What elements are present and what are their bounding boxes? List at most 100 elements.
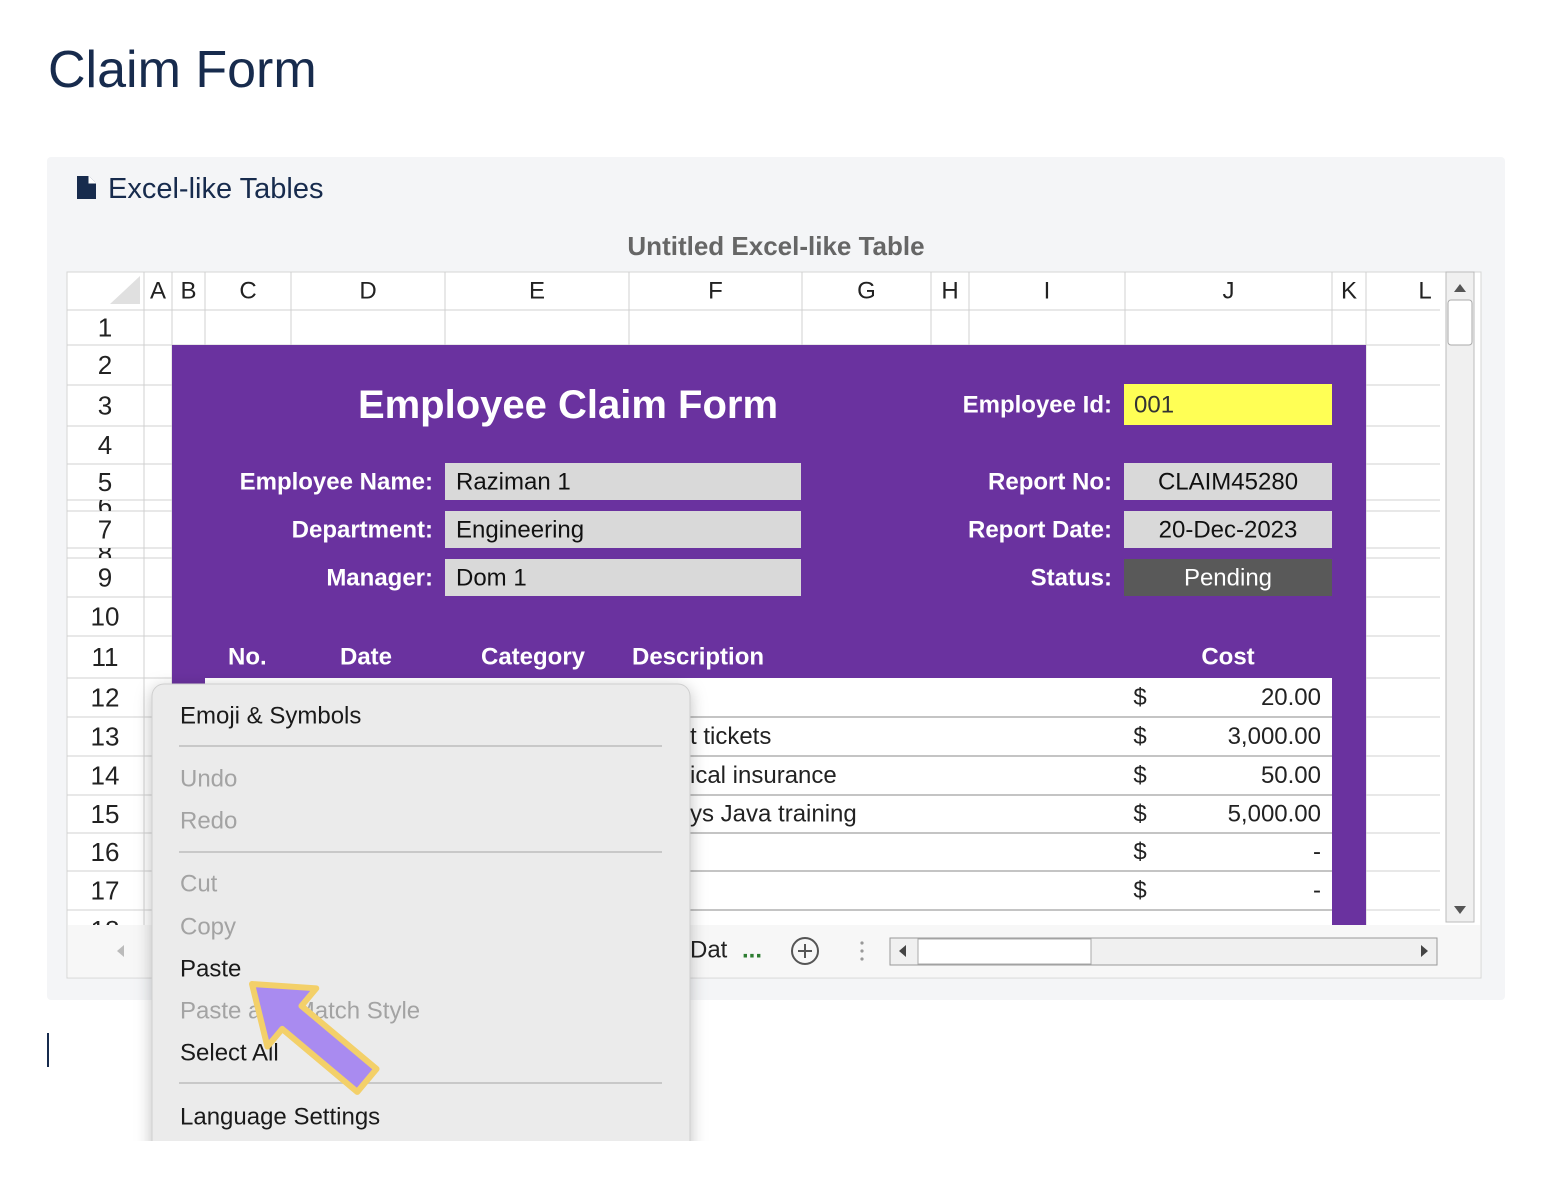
column-header[interactable]: L xyxy=(1418,278,1431,305)
row-label: 3 xyxy=(98,391,112,421)
dots xyxy=(860,949,864,953)
column-header[interactable]: A xyxy=(150,278,166,305)
column-label: B xyxy=(180,278,196,305)
row-header[interactable]: 1 xyxy=(98,313,112,343)
column-label: L xyxy=(1418,278,1431,305)
table-title: Untitled Excel-like Table xyxy=(627,231,924,261)
field-box[interactable] xyxy=(445,559,801,596)
field-box[interactable] xyxy=(1124,559,1332,596)
form-title: Employee Claim Form xyxy=(358,383,778,427)
field-value: Raziman 1 xyxy=(456,469,571,496)
item-description: t tickets xyxy=(690,723,771,750)
item-description: ical insurance xyxy=(690,762,837,789)
field-label: Employee Name: xyxy=(240,469,433,496)
row-label: 7 xyxy=(98,515,112,545)
row-header[interactable]: 6 xyxy=(98,491,112,521)
column-header[interactable]: J xyxy=(1223,278,1235,305)
row-header[interactable]: 17 xyxy=(91,876,120,906)
v-scroll-thumb[interactable] xyxy=(1447,299,1473,346)
row-header[interactable]: 9 xyxy=(98,563,112,593)
field-value: Engineering xyxy=(456,517,584,544)
item-cost: 20.00 xyxy=(1261,684,1321,711)
menu-item[interactable]: Language Settings xyxy=(180,1104,380,1131)
add-sheet[interactable] xyxy=(791,937,819,965)
scroll-up[interactable] xyxy=(1454,284,1466,292)
item-cost: - xyxy=(1313,877,1321,904)
field-box[interactable] xyxy=(1124,511,1332,548)
menu-item: Undo xyxy=(180,766,237,793)
field-box[interactable] xyxy=(1124,463,1332,500)
row-header[interactable]: 8 xyxy=(98,538,112,568)
field-box[interactable] xyxy=(445,463,801,500)
select-all-corner[interactable] xyxy=(110,276,140,304)
row-label: 18 xyxy=(91,915,120,945)
v-scrollbar xyxy=(1445,271,1475,923)
field-value: Pending xyxy=(1184,565,1272,592)
page-title: Claim Form xyxy=(48,41,317,99)
row-header[interactable]: 10 xyxy=(91,602,120,632)
menu-item: Copy xyxy=(180,914,236,941)
field-label: Report No: xyxy=(988,469,1112,496)
field-box[interactable] xyxy=(1124,384,1332,425)
item-currency: $ xyxy=(1133,762,1146,789)
menu-cutoff xyxy=(0,1141,1544,1186)
row-header[interactable]: 16 xyxy=(91,837,120,867)
scroll-down[interactable] xyxy=(1454,906,1466,914)
tab-scroll-left[interactable] xyxy=(117,945,124,957)
row-header[interactable]: 12 xyxy=(91,683,120,713)
row-header[interactable]: 2 xyxy=(98,350,112,380)
row-label: 2 xyxy=(98,350,112,380)
field-label: Status: xyxy=(1031,565,1112,592)
row-label: 10 xyxy=(91,602,120,632)
column-label: H xyxy=(941,278,958,305)
column-header[interactable]: E xyxy=(529,278,545,305)
sheet-tab[interactable]: Dat xyxy=(690,937,728,964)
field-value: Dom 1 xyxy=(456,565,527,592)
pointer-arrow xyxy=(249,981,380,1095)
row-header[interactable]: 4 xyxy=(98,430,112,460)
field-value: CLAIM45280 xyxy=(1158,469,1298,496)
doc-icon-fold xyxy=(88,176,96,184)
row-header[interactable]: 3 xyxy=(98,391,112,421)
scroll-left[interactable] xyxy=(899,945,906,957)
row-label: 13 xyxy=(91,722,120,752)
column-header[interactable]: K xyxy=(1341,278,1357,305)
menu-item[interactable]: Emoji & Symbols xyxy=(180,703,361,730)
h-scroll-thumb[interactable] xyxy=(917,938,1092,965)
item-description: ys Java training xyxy=(690,801,857,828)
row-label: 5 xyxy=(98,467,112,497)
field-label: Department: xyxy=(292,517,433,544)
column-header[interactable]: H xyxy=(941,278,958,305)
column-heading: Date xyxy=(340,644,392,671)
column-header[interactable]: G xyxy=(857,278,876,305)
column-header[interactable]: F xyxy=(708,278,723,305)
row-label: 16 xyxy=(91,837,120,867)
row-label: 12 xyxy=(91,683,120,713)
row-header[interactable]: 18 xyxy=(91,915,120,945)
column-header[interactable]: C xyxy=(239,278,256,305)
column-header[interactable]: D xyxy=(359,278,376,305)
scroll-right[interactable] xyxy=(1421,945,1428,957)
field-value: 20-Dec-2023 xyxy=(1159,517,1298,544)
field-label: Manager: xyxy=(326,565,433,592)
menu-item[interactable]: Paste xyxy=(180,956,241,983)
item-cost: 5,000.00 xyxy=(1228,801,1321,828)
menu-item[interactable]: Select All xyxy=(180,1040,279,1067)
item-currency: $ xyxy=(1133,801,1146,828)
item-currency: $ xyxy=(1133,723,1146,750)
row-header[interactable]: 14 xyxy=(91,761,120,791)
row-header[interactable]: 15 xyxy=(91,799,120,829)
field-box[interactable] xyxy=(445,511,801,548)
row-header[interactable]: 5 xyxy=(98,467,112,497)
row-header[interactable]: 11 xyxy=(92,642,119,672)
column-heading: Cost xyxy=(1201,644,1254,671)
item-cost: 50.00 xyxy=(1261,762,1321,789)
row-header[interactable]: 7 xyxy=(98,515,112,545)
column-heading: Category xyxy=(481,644,586,671)
row-header[interactable]: 13 xyxy=(91,722,120,752)
more-tabs[interactable]: ... xyxy=(742,937,762,964)
column-header[interactable]: B xyxy=(180,278,196,305)
column-heading: No. xyxy=(228,644,267,671)
column-header[interactable]: I xyxy=(1044,278,1051,305)
